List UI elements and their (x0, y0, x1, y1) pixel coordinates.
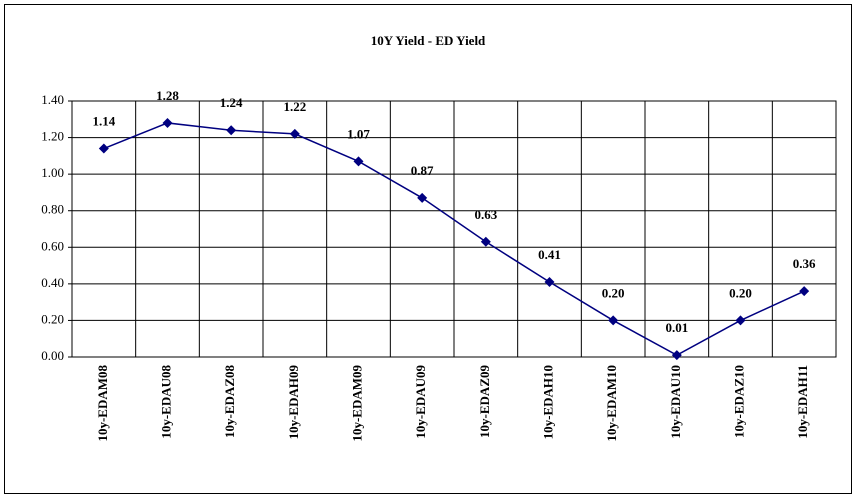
marker (289, 128, 300, 139)
x-tick-label: 10y-EDAZ08 (222, 365, 237, 438)
marker (608, 315, 619, 326)
plot-border (71, 100, 837, 358)
marker (671, 350, 682, 361)
data-label: 0.41 (538, 247, 561, 262)
x-tick-label: 10y-EDAU08 (158, 365, 173, 439)
marker (226, 125, 237, 136)
y-tick-label: 0.20 (41, 311, 64, 326)
data-label: 1.24 (220, 95, 243, 110)
marker (353, 156, 364, 167)
y-tick-label: 0.80 (41, 202, 64, 217)
x-tick-label: 10y-EDAM09 (349, 365, 364, 442)
data-label: 0.63 (474, 207, 497, 222)
data-label: 1.07 (347, 126, 370, 141)
y-tick-label: 0.40 (41, 275, 64, 290)
x-tick-label: 10y-EDAZ09 (477, 365, 492, 438)
x-tick-label: 10y-EDAH10 (540, 365, 555, 439)
data-label: 0.36 (793, 256, 816, 271)
y-tick-label: 1.20 (41, 129, 64, 144)
data-label: 1.22 (283, 99, 306, 114)
x-tick-label: 10y-EDAZ10 (731, 365, 746, 438)
y-tick-label: 0.00 (41, 348, 64, 363)
data-label: 0.20 (602, 285, 625, 300)
marker (162, 117, 173, 128)
y-tick-label: 0.60 (41, 238, 64, 253)
x-tick-label: 10y-EDAH09 (286, 365, 301, 440)
data-label: 1.28 (156, 88, 179, 103)
data-label: 1.14 (92, 114, 115, 129)
data-label: 0.87 (411, 163, 434, 178)
marker (98, 143, 109, 154)
x-tick-label: 10y-EDAH11 (795, 365, 810, 439)
chart-border (4, 4, 852, 494)
x-tick-label: 10y-EDAM08 (95, 365, 110, 442)
x-tick-label: 10y-EDAM10 (604, 365, 619, 442)
x-tick-label: 10y-EDAU09 (413, 365, 428, 439)
marker (417, 192, 428, 203)
marker (544, 277, 555, 288)
x-tick-label: 10y-EDAU10 (668, 365, 683, 439)
data-label: 0.01 (665, 320, 688, 335)
y-tick-label: 1.40 (41, 92, 64, 107)
data-label: 0.20 (729, 285, 752, 300)
marker (735, 315, 746, 326)
chart-title: 10Y Yield - ED Yield (371, 33, 486, 48)
y-tick-label: 1.00 (41, 165, 64, 180)
line (103, 122, 805, 357)
marker (799, 286, 810, 297)
marker (480, 236, 491, 247)
